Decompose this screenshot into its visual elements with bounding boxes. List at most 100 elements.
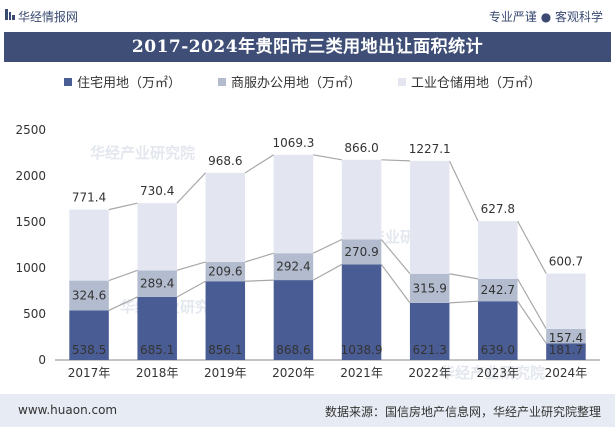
bar-segment (69, 280, 109, 311)
footer-url: www.huaon.com (18, 403, 118, 417)
bar-segment (478, 278, 518, 302)
y-tick-label: 2000 (15, 169, 46, 183)
data-label: 292.4 (276, 260, 310, 274)
bar-segment (137, 296, 177, 360)
series-connector-line (245, 279, 274, 282)
data-label: 315.9 (413, 281, 447, 295)
series-connector-line (176, 261, 206, 271)
series-connector-line (380, 239, 411, 275)
legend: 住宅用地（万㎡） 商服办公用地（万㎡） 工业仓储用地（万㎡） (0, 72, 615, 92)
bar-segment (409, 302, 450, 360)
chart-title: 2017-2024年贵阳市三类用地出让面积统计 (131, 37, 484, 57)
bar-segment (478, 221, 518, 279)
chart-title-bar: 2017-2024年贵阳市三类用地出让面积统计 (4, 32, 611, 62)
watermark: 华经产业研究院 (90, 144, 196, 162)
data-label: 627.8 (481, 202, 515, 216)
series-connector-line (176, 172, 206, 204)
legend-swatch-commercial (218, 78, 226, 86)
top-bar: 华经情报网 专业严谨 ● 客观科学 (0, 0, 615, 30)
series-connector-line (313, 154, 342, 161)
series-connector-line (244, 252, 274, 263)
x-tick-label: 2024年 (545, 366, 588, 380)
series-connector-line (244, 154, 275, 174)
data-label: 771.4 (72, 191, 106, 205)
legend-label-residential: 住宅用地（万㎡） (77, 76, 182, 91)
watermark: 华经产业研究院 (440, 364, 546, 382)
x-tick-label: 2017年 (68, 366, 111, 380)
x-tick-label: 2023年 (477, 366, 520, 380)
bar-segment (205, 281, 246, 360)
y-tick-label: 1000 (15, 261, 46, 275)
bar-segment (546, 328, 586, 344)
series-connector-line (381, 159, 410, 162)
legend-label-commercial: 商服办公用地（万㎡） (231, 76, 362, 91)
data-source: 数据来源：国信房地产信息网，华经产业研究院整理 (324, 405, 601, 419)
data-label: 639.0 (481, 343, 515, 357)
brand-name: 华经情报网 (18, 10, 79, 24)
data-label: 270.9 (344, 245, 378, 259)
series-connector-line (380, 264, 411, 304)
data-label: 730.4 (140, 184, 174, 198)
bar-segment (137, 203, 177, 271)
bar-segment (341, 159, 382, 240)
logo-icon (5, 9, 15, 20)
bar-segment (341, 264, 382, 360)
data-label: 866.0 (344, 141, 378, 155)
bar-segment (546, 273, 586, 329)
series-connector-line (176, 280, 206, 298)
data-label: 856.1 (208, 343, 242, 357)
x-tick-label: 2019年 (204, 366, 247, 380)
bar-segment (205, 261, 246, 282)
series-connector-line (517, 278, 547, 330)
data-label: 1227.1 (409, 142, 451, 156)
data-label: 868.6 (276, 343, 310, 357)
x-tick-label: 2021年 (340, 366, 383, 380)
bar-segment (341, 239, 382, 265)
series-connector-line (108, 269, 138, 282)
data-label: 1069.3 (272, 136, 314, 150)
data-label: 324.6 (72, 289, 106, 303)
bar-segment (69, 209, 109, 281)
bar-segment (205, 172, 246, 262)
legend-item-industrial: 工业仓储用地（万㎡） (398, 72, 541, 91)
stacked-bar-chart: 0 500 1000 1500 2000 2500 538.5 324.6 771.4 685.1… (15, 123, 600, 380)
y-tick-label: 0 (38, 353, 46, 367)
legend-swatch-industrial (398, 78, 406, 86)
legend-label-industrial: 工业仓储用地（万㎡） (411, 76, 542, 91)
bar-segment (409, 160, 450, 274)
series-connector-line (312, 263, 343, 281)
legend-item-commercial: 商服办公用地（万㎡） (218, 72, 361, 91)
bar-segment (273, 280, 314, 360)
legend-swatch-residential (64, 78, 72, 86)
data-label: 209.6 (208, 265, 242, 279)
series-connector-line (448, 160, 479, 222)
data-label: 621.3 (413, 343, 447, 357)
y-tick-label: 500 (23, 307, 46, 321)
footer: www.huaon.com 数据来源：国信房地产信息网，华经产业研究院整理 (0, 394, 615, 427)
data-label: 968.6 (208, 154, 242, 168)
tagline: 专业严谨 ● 客观科学 (488, 10, 603, 24)
data-label: 1038.9 (341, 343, 383, 357)
x-tick-label: 2018年 (136, 366, 179, 380)
data-label: 538.5 (72, 343, 106, 357)
series-connector-line (312, 238, 343, 254)
bar-segment (69, 310, 109, 360)
bar-segment (137, 270, 177, 297)
x-tick-label: 2020年 (272, 366, 315, 380)
data-label: 289.4 (140, 277, 174, 291)
data-label: 242.7 (481, 283, 515, 297)
bar-segment (546, 343, 586, 360)
series-connector-line (108, 202, 138, 211)
series-connector-line (449, 273, 479, 280)
data-label: 600.7 (549, 255, 583, 269)
legend-item-residential: 住宅用地（万㎡） (64, 72, 181, 91)
series-connector-line (517, 300, 547, 344)
y-tick-label: 1500 (15, 215, 46, 229)
data-label: 181.7 (549, 343, 583, 357)
bar-segment (478, 301, 518, 360)
data-label: 685.1 (140, 343, 174, 357)
bar-segment (273, 154, 314, 254)
bar-segment (273, 253, 314, 281)
x-tick-label: 2022年 (408, 366, 451, 380)
y-tick-label: 2500 (15, 123, 46, 137)
